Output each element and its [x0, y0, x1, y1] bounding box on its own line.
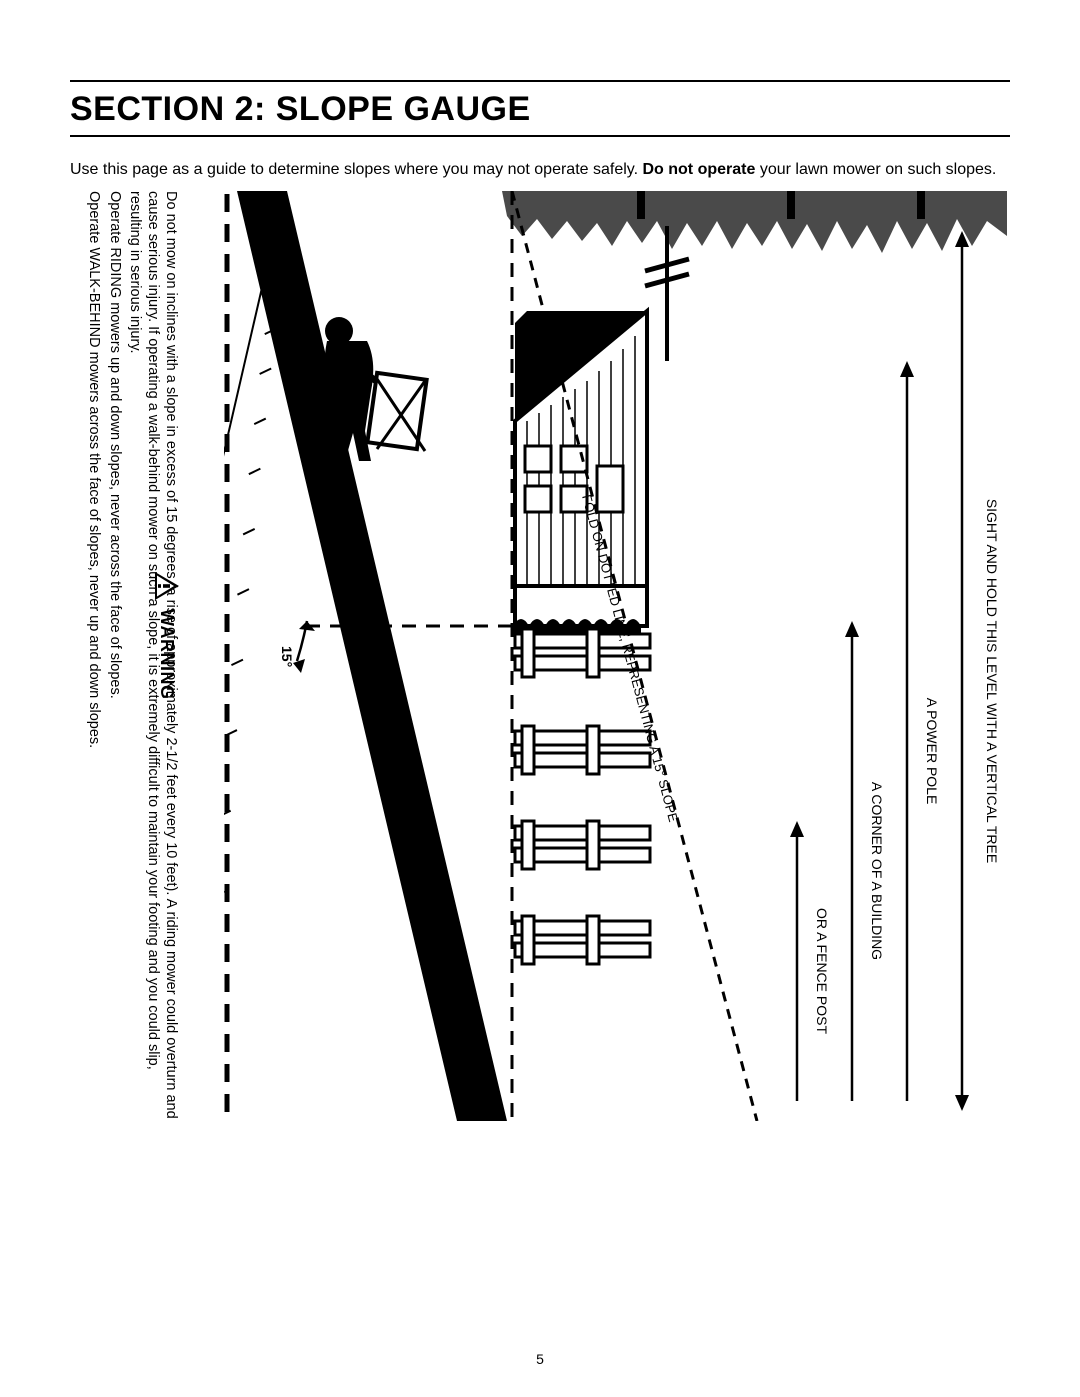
content-row: Do not mow on inclines with a slope in e… — [70, 191, 1010, 1121]
intro-paragraph: Use this page as a guide to determine sl… — [70, 159, 1010, 181]
slope-diagram: 15° FOLD ON DOTTED LINE, REPRESENTING A … — [224, 191, 1010, 1121]
intro-text-b: your lawn mower on such slopes. — [755, 161, 996, 178]
sight-text-pole: A POWER POLE — [924, 697, 940, 804]
warning-heading-column: WARNING — [180, 191, 224, 1121]
slope-diagram-svg: 15° FOLD ON DOTTED LINE, REPRESENTING A … — [224, 191, 1010, 1121]
warning-triangle-icon — [154, 571, 180, 601]
sight-text-main: SIGHT AND HOLD THIS LEVEL WITH A VERTICA… — [984, 498, 1000, 862]
warning-heading-wrap: WARNING — [154, 571, 180, 700]
section-title: SECTION 2: SLOPE GAUGE — [70, 88, 1010, 135]
rule-bottom — [70, 135, 1010, 137]
sight-arrow-fence: OR A FENCE POST — [790, 821, 830, 1101]
sight-arrow-pole: A POWER POLE — [900, 361, 940, 1101]
rule-top — [70, 80, 1010, 82]
page-number: 5 — [0, 1351, 1080, 1367]
sight-text-fence: OR A FENCE POST — [814, 908, 830, 1034]
intro-text-a: Use this page as a guide to determine sl… — [70, 161, 642, 178]
warning-p3: Operate WALK-BEHIND mowers across the fa… — [85, 191, 103, 1121]
intro-bold: Do not operate — [642, 161, 755, 178]
sight-arrow-main: SIGHT AND HOLD THIS LEVEL WITH A VERTICA… — [955, 231, 1000, 1111]
sight-arrow-building: A CORNER OF A BUILDING — [845, 621, 885, 1101]
sight-text-building: A CORNER OF A BUILDING — [869, 782, 885, 960]
warning-p2: Operate RIDING mowers up and down slopes… — [106, 191, 124, 1121]
warning-label: WARNING — [157, 609, 178, 700]
tree-mass — [502, 191, 1007, 253]
angle-label: 15° — [279, 646, 295, 667]
